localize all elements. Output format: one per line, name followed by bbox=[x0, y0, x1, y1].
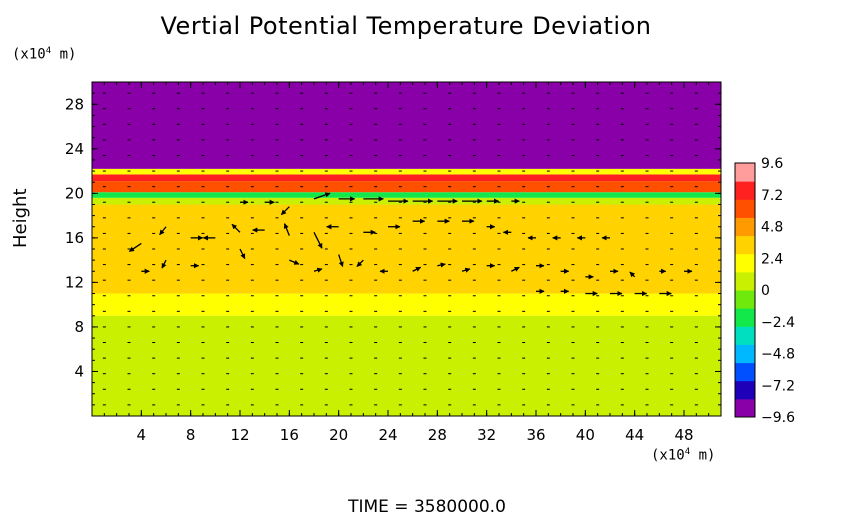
colorbar-tick-label: 2.4 bbox=[761, 251, 783, 267]
colorbar-swatch bbox=[735, 181, 755, 200]
heatmap-band bbox=[92, 249, 721, 294]
heatmap-layers bbox=[92, 82, 721, 416]
wind-vector bbox=[313, 267, 323, 273]
y-tick-label: 16 bbox=[65, 229, 84, 247]
wind-vector bbox=[461, 267, 471, 273]
x-tick-label: 32 bbox=[477, 426, 496, 444]
x-tick-label: 16 bbox=[280, 426, 299, 444]
heatmap-band bbox=[92, 192, 721, 198]
colorbar-tick-label: −2.4 bbox=[761, 315, 795, 331]
colorbar-swatch bbox=[735, 344, 755, 364]
heatmap-band bbox=[92, 204, 721, 249]
colorbar-swatch bbox=[735, 199, 755, 218]
colorbar-frame bbox=[734, 162, 756, 418]
colorbar-swatch bbox=[735, 163, 755, 182]
x-tick-label: 4 bbox=[137, 426, 147, 444]
wind-vector bbox=[280, 206, 290, 216]
colorbar-swatch bbox=[735, 380, 755, 400]
colorbar-tick-label: 0 bbox=[761, 283, 770, 299]
x-tick-label: 28 bbox=[428, 426, 447, 444]
heatmap-band bbox=[92, 181, 721, 193]
wind-vector bbox=[159, 226, 167, 236]
x-tick-label: 44 bbox=[625, 426, 644, 444]
x-tick-label: 20 bbox=[329, 426, 348, 444]
wind-vectors bbox=[128, 192, 693, 297]
x-tick-label: 12 bbox=[230, 426, 249, 444]
colorbar-swatch bbox=[735, 326, 755, 345]
wind-vector bbox=[283, 223, 290, 236]
colorbar-tick-label: −7.2 bbox=[761, 378, 795, 394]
wind-vector bbox=[231, 223, 241, 233]
wind-vector bbox=[511, 266, 520, 272]
heatmap-band bbox=[92, 315, 721, 416]
colorbar-swatch bbox=[735, 235, 755, 255]
colorbar-swatch bbox=[735, 290, 755, 309]
colorbar-swatch bbox=[735, 217, 755, 237]
colorbar-swatch bbox=[735, 398, 755, 418]
wind-vector bbox=[356, 259, 364, 267]
colorbar-swatch bbox=[735, 362, 755, 382]
y-tick-label: 4 bbox=[74, 362, 84, 380]
colorbar-tick-label: 7.2 bbox=[761, 188, 783, 204]
x-axis: 4 8 12 16 20 24 28 32 36 40 44 48 bbox=[103, 82, 710, 444]
colorbar-swatch bbox=[735, 308, 755, 327]
y-axis: 4 8 12 16 20 24 28 bbox=[65, 92, 721, 406]
y-axis-unit: (x104 m) bbox=[12, 46, 77, 63]
y-tick-label: 24 bbox=[65, 140, 84, 158]
wind-vector bbox=[412, 266, 422, 272]
heatmap-band bbox=[92, 168, 721, 175]
heatmap-band bbox=[92, 174, 721, 182]
y-tick-label: 12 bbox=[65, 273, 84, 291]
heatmap-band bbox=[92, 293, 721, 316]
x-tick-label: 8 bbox=[186, 426, 196, 444]
wind-vector bbox=[313, 192, 331, 200]
x-axis-unit: (x104 m) bbox=[651, 447, 716, 464]
wind-vector bbox=[239, 248, 246, 260]
colorbar: 9.6 7.2 4.8 2.4 0 −2.4 −4.8 −7.2 −9.6 bbox=[734, 156, 795, 426]
wind-vector bbox=[289, 259, 300, 265]
y-tick-label: 8 bbox=[74, 318, 84, 336]
wind-vector bbox=[629, 271, 636, 278]
wind-vector bbox=[161, 259, 167, 269]
x-tick-label: 36 bbox=[526, 426, 545, 444]
colorbar-tick-label: 4.8 bbox=[761, 220, 783, 236]
colorbar-tick-label: 9.6 bbox=[761, 156, 783, 172]
time-label: TIME = 3580000.0 bbox=[348, 497, 506, 517]
colorbar-swatch bbox=[735, 271, 755, 291]
colorbar-swatch bbox=[735, 253, 755, 273]
x-tick-label: 24 bbox=[378, 426, 397, 444]
wind-vector bbox=[313, 232, 323, 249]
wind-vector bbox=[437, 262, 446, 268]
chart-title: Vertial Potential Temperature Deviation bbox=[160, 12, 652, 40]
y-tick-label: 28 bbox=[65, 95, 84, 113]
x-tick-label: 48 bbox=[674, 426, 693, 444]
y-tick-label: 20 bbox=[65, 184, 84, 202]
colorbar-tick-label: −9.6 bbox=[761, 410, 795, 426]
wind-vector bbox=[338, 254, 344, 268]
wind-vector-dots bbox=[102, 92, 698, 406]
wind-vector bbox=[128, 242, 142, 252]
colorbar-tick-label: −4.8 bbox=[761, 347, 795, 363]
heatmap-band bbox=[92, 82, 721, 169]
x-tick-label: 40 bbox=[576, 426, 595, 444]
